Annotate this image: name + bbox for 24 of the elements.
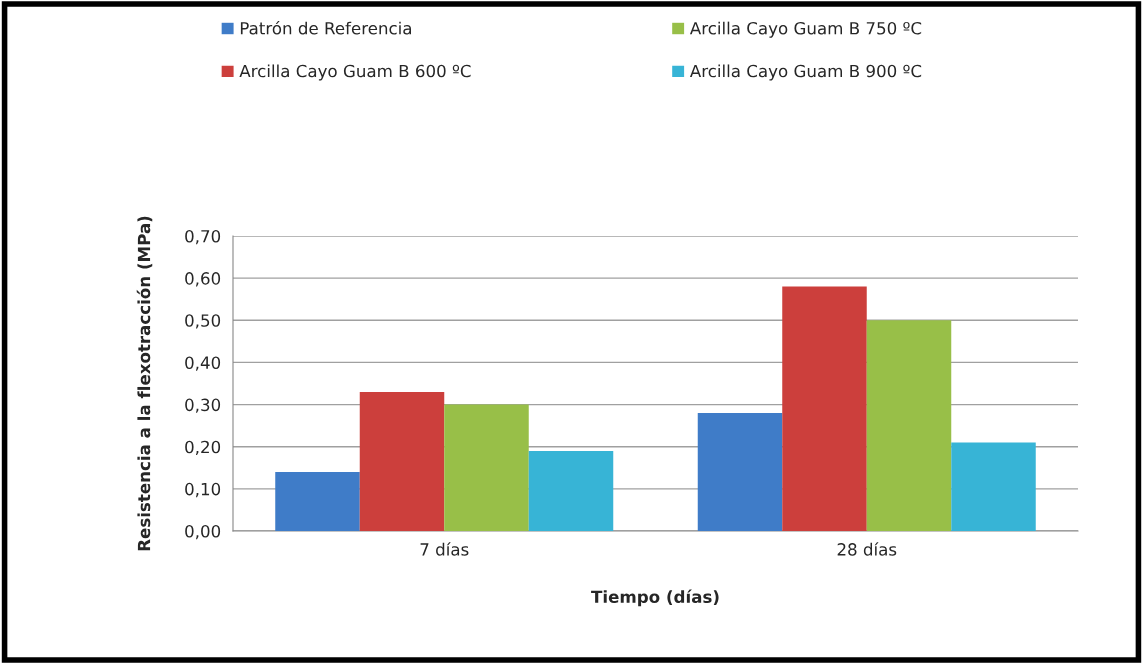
y-tick-label: 0,20 [185, 440, 221, 455]
y-tick-label: 0,10 [185, 482, 221, 498]
bar [951, 442, 1036, 531]
bar [528, 450, 614, 531]
bar [697, 413, 783, 531]
y-axis-title: Resistencia a la flexotracción (MPa) [136, 216, 153, 551]
x-tick-label: 7 días [420, 542, 469, 556]
y-tick-label: 0,50 [185, 314, 221, 329]
x-tick-label: 28 días [837, 542, 897, 556]
x-axis-title: Tiempo (días) [591, 589, 719, 607]
y-tick-label: 0,70 [185, 229, 221, 245]
bar [275, 472, 360, 531]
legend-label: Arcilla Cayo Guam B 900 ºC [689, 64, 922, 81]
y-tick-label: 0,40 [185, 356, 221, 371]
bar [782, 286, 867, 531]
bar [444, 404, 529, 531]
legend-label: Patrón de Referencia [240, 20, 411, 35]
y-tick-label: 0,00 [185, 524, 221, 540]
legend-label: Arcilla Cayo Guam B 750 ºC [689, 21, 922, 38]
y-tick-label: 0,60 [185, 272, 221, 287]
bar [866, 320, 952, 531]
legend-label: Arcilla Cayo Guam B 600 ºC [239, 64, 471, 81]
bar [359, 391, 445, 531]
y-tick-label: 0,30 [185, 398, 221, 413]
